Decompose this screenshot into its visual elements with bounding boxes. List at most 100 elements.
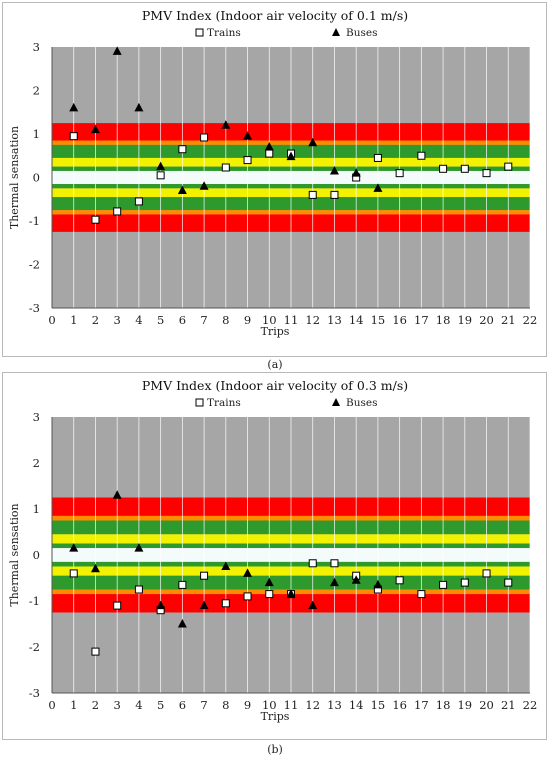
bus-point bbox=[221, 120, 231, 129]
y-tick-label: -1 bbox=[29, 594, 40, 608]
x-tick-label: 22 bbox=[523, 698, 538, 712]
legend-buses-marker bbox=[332, 398, 340, 406]
x-axis-label: Trips bbox=[261, 325, 290, 338]
x-tick-label: 5 bbox=[157, 313, 164, 327]
train-point bbox=[482, 169, 491, 178]
x-tick-label: 4 bbox=[135, 698, 142, 712]
y-tick-label: 1 bbox=[33, 127, 40, 141]
bus-point bbox=[373, 183, 383, 192]
x-tick-label: 2 bbox=[92, 313, 99, 327]
x-tick-label: 22 bbox=[523, 313, 538, 327]
bus-point bbox=[199, 600, 209, 610]
x-tick-label: 1 bbox=[70, 313, 77, 327]
bus-point bbox=[308, 137, 318, 147]
bus-point bbox=[351, 575, 361, 584]
x-tick-label: 1 bbox=[70, 698, 77, 712]
x-tick-label: 12 bbox=[305, 698, 320, 712]
train-point bbox=[308, 190, 317, 199]
legend-buses-label: Buses bbox=[346, 27, 377, 39]
caption-b: (b) bbox=[267, 743, 283, 756]
x-tick-label: 11 bbox=[284, 313, 299, 327]
x-tick-label: 21 bbox=[501, 698, 516, 712]
x-tick-label: 15 bbox=[371, 313, 386, 327]
x-tick-label: 8 bbox=[222, 313, 229, 327]
y-tick-label: 0 bbox=[33, 548, 40, 562]
y-tick-label: 2 bbox=[33, 84, 40, 98]
train-point bbox=[330, 190, 339, 199]
bus-point bbox=[243, 568, 253, 577]
train-point bbox=[200, 571, 209, 580]
bus-point bbox=[329, 165, 339, 175]
bus-point bbox=[264, 577, 274, 587]
y-tick-label: 1 bbox=[33, 502, 40, 516]
bus-point bbox=[286, 151, 296, 161]
train-point bbox=[265, 149, 274, 158]
y-tick-label: 0 bbox=[33, 171, 40, 185]
legend-trains-label: Trains bbox=[207, 27, 241, 39]
chart-title: PMV Index (Indoor air velocity of 0.1 m/… bbox=[142, 8, 408, 23]
train-point bbox=[373, 153, 382, 162]
x-tick-label: 21 bbox=[501, 313, 516, 327]
x-tick-label: 7 bbox=[200, 698, 207, 712]
x-tick-label: 18 bbox=[436, 313, 451, 327]
train-point bbox=[156, 171, 165, 180]
x-tick-label: 14 bbox=[349, 313, 364, 327]
train-point bbox=[69, 132, 78, 141]
y-tick-label: 2 bbox=[33, 456, 40, 470]
x-tick-label: 19 bbox=[457, 698, 472, 712]
bus-point bbox=[156, 600, 166, 610]
bus-point bbox=[90, 124, 100, 134]
x-axis-label: Trips bbox=[261, 710, 290, 723]
bus-point bbox=[199, 181, 209, 190]
train-point bbox=[417, 151, 426, 160]
train-point bbox=[395, 576, 404, 585]
bus-point bbox=[177, 185, 187, 195]
legend-trains-marker bbox=[195, 398, 204, 407]
x-tick-label: 3 bbox=[114, 698, 121, 712]
train-point bbox=[460, 164, 469, 173]
y-tick-label: 3 bbox=[33, 410, 40, 424]
x-tick-label: 20 bbox=[479, 698, 494, 712]
train-point bbox=[417, 590, 426, 599]
x-tick-label: 16 bbox=[392, 313, 407, 327]
train-point bbox=[482, 569, 491, 578]
bus-point bbox=[308, 600, 318, 610]
chart-title: PMV Index (Indoor air velocity of 0.3 m/… bbox=[142, 378, 408, 393]
y-tick-label: -1 bbox=[29, 214, 40, 228]
train-point bbox=[265, 590, 274, 599]
train-point bbox=[91, 215, 100, 224]
train-point bbox=[439, 164, 448, 173]
train-point bbox=[134, 585, 143, 594]
x-tick-label: 7 bbox=[200, 313, 207, 327]
y-tick-label: -2 bbox=[29, 258, 40, 272]
bus-point bbox=[286, 589, 296, 598]
x-tick-label: 6 bbox=[179, 698, 186, 712]
x-tick-label: 9 bbox=[244, 698, 251, 712]
x-tick-label: 14 bbox=[349, 698, 364, 712]
x-tick-label: 17 bbox=[414, 698, 429, 712]
x-tick-label: 4 bbox=[135, 313, 142, 327]
train-point bbox=[330, 559, 339, 568]
x-tick-label: 12 bbox=[305, 313, 320, 327]
bus-point bbox=[69, 543, 79, 552]
x-tick-label: 8 bbox=[222, 698, 229, 712]
train-point bbox=[221, 163, 230, 172]
bus-point bbox=[329, 577, 339, 587]
train-point bbox=[308, 559, 317, 568]
y-tick-label: 3 bbox=[33, 40, 40, 54]
train-point bbox=[504, 162, 513, 171]
bus-point bbox=[221, 561, 231, 570]
x-tick-label: 15 bbox=[371, 698, 386, 712]
x-tick-label: 19 bbox=[457, 313, 472, 327]
bus-point bbox=[373, 579, 383, 589]
train-point bbox=[113, 601, 122, 610]
x-tick-label: 6 bbox=[179, 313, 186, 327]
chart-panel-b: PMV Index (Indoor air velocity of 0.3 m/… bbox=[8, 378, 538, 723]
y-tick-label: -3 bbox=[29, 301, 40, 315]
bus-point bbox=[69, 102, 79, 112]
train-point bbox=[178, 145, 187, 154]
x-tick-label: 13 bbox=[327, 313, 342, 327]
x-tick-label: 10 bbox=[262, 313, 277, 327]
legend-trains-label: Trains bbox=[207, 397, 241, 409]
